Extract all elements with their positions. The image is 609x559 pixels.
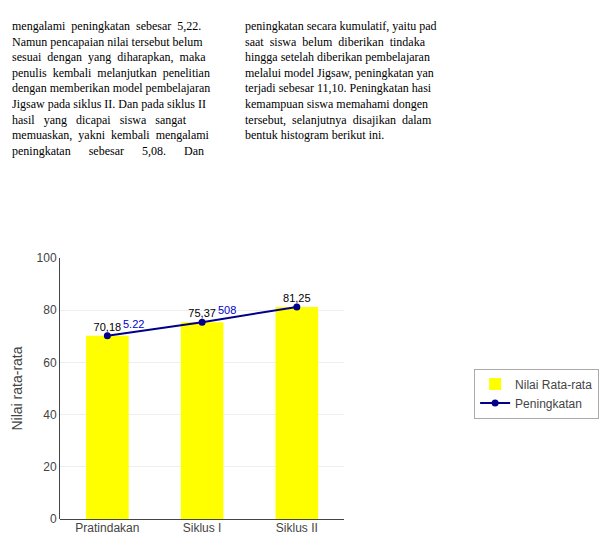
svg-text:0: 0: [50, 512, 57, 526]
svg-text:Peningkatan: Peningkatan: [515, 397, 582, 411]
svg-text:508: 508: [218, 304, 236, 316]
svg-text:80: 80: [43, 303, 57, 317]
svg-text:Nilai Rata-rata: Nilai Rata-rata: [515, 378, 592, 392]
svg-text:5.22: 5.22: [123, 318, 144, 330]
svg-text:peningkatan secara kumulatif,: peningkatan secara kumulatif, yaitu pads…: [245, 19, 437, 142]
svg-text:20: 20: [43, 460, 57, 474]
svg-text:40: 40: [43, 408, 57, 422]
svg-text:70,18: 70,18: [94, 321, 122, 333]
svg-text:Nilai rata-rata: Nilai rata-rata: [9, 346, 25, 430]
svg-text:Pratindakan: Pratindakan: [75, 521, 139, 535]
svg-text:100: 100: [37, 251, 57, 265]
svg-text:75,37: 75,37: [188, 307, 216, 319]
svg-text:Siklus I: Siklus I: [183, 521, 222, 535]
svg-text:81,25: 81,25: [283, 292, 311, 304]
svg-text:60: 60: [43, 356, 57, 370]
svg-text:mengalami peningkatan sebesa: mengalami peningkatan sebesar 5,22.Namun…: [12, 19, 210, 158]
svg-text:Siklus II: Siklus II: [276, 521, 318, 535]
